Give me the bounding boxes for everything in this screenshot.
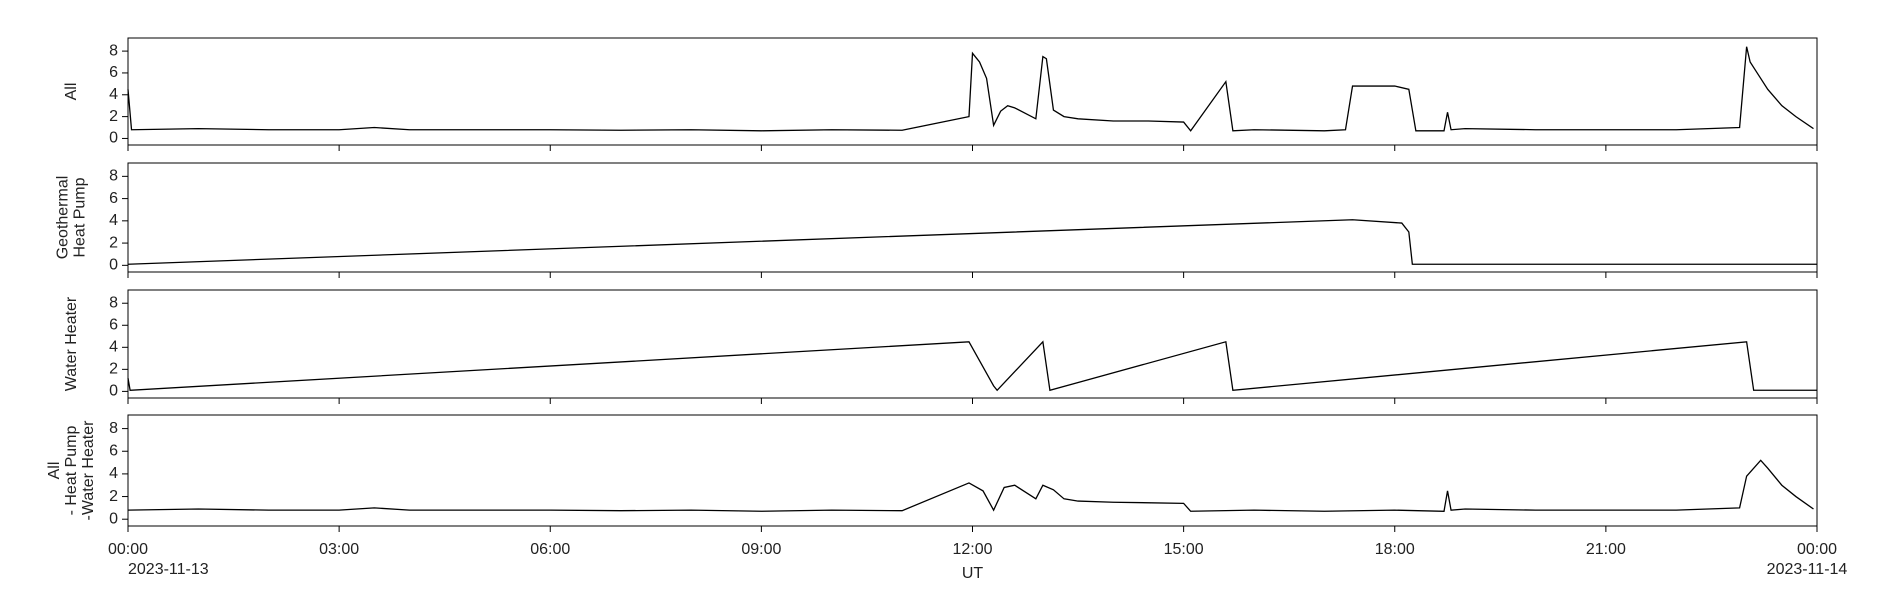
- x-tick-label: 06:00: [530, 541, 570, 558]
- y-tick-label: 8: [109, 42, 118, 59]
- x-date-label: 2023-11-13: [128, 561, 209, 578]
- y-axis-label: All: [63, 83, 80, 101]
- y-tick-label: 8: [109, 294, 118, 311]
- y-tick-label: 0: [109, 383, 118, 400]
- y-axis-label: Heat Pump: [72, 177, 89, 257]
- y-tick-label: 0: [109, 510, 118, 527]
- x-tick-label: 00:00: [1797, 541, 1837, 558]
- data-line: [127, 459, 1814, 512]
- y-tick-label: 6: [109, 190, 118, 207]
- y-tick-label: 0: [109, 130, 118, 147]
- y-tick-label: 2: [109, 361, 118, 378]
- panel-frame: [127, 414, 1818, 527]
- x-date-label: 2023-11-14: [1767, 561, 1848, 578]
- y-tick-label: 2: [109, 234, 118, 251]
- y-tick-label: 4: [109, 86, 118, 103]
- x-tick-label: 09:00: [741, 541, 781, 558]
- x-tick-label: 12:00: [952, 541, 992, 558]
- data-line: [127, 219, 1817, 265]
- y-tick-label: 4: [109, 465, 118, 482]
- y-axis-label: All: [46, 462, 63, 480]
- y-tick-label: 2: [109, 108, 118, 125]
- x-tick-label: 21:00: [1586, 541, 1626, 558]
- y-tick-label: 6: [109, 316, 118, 333]
- y-axis-label: Geothermal: [55, 176, 72, 260]
- x-tick-label: 03:00: [319, 541, 359, 558]
- y-tick-label: 4: [109, 339, 118, 356]
- y-tick-label: 4: [109, 212, 118, 229]
- x-axis-label: UT: [962, 565, 984, 582]
- data-line: [127, 340, 1817, 392]
- y-tick-label: 8: [109, 168, 118, 185]
- y-axis-label: - Heat Pump: [63, 425, 80, 515]
- y-axis-label: -Water Heater: [80, 420, 97, 521]
- x-tick-label: 18:00: [1375, 541, 1415, 558]
- x-tick-label: 15:00: [1164, 541, 1204, 558]
- panel-frame: [127, 289, 1818, 399]
- x-tick-label: 00:00: [108, 541, 148, 558]
- data-line: [127, 46, 1814, 132]
- y-tick-label: 6: [109, 64, 118, 81]
- y-axis-label: Water Heater: [63, 296, 80, 391]
- y-tick-label: 0: [109, 257, 118, 274]
- y-tick-label: 8: [109, 420, 118, 437]
- y-tick-label: 2: [109, 488, 118, 505]
- y-tick-label: 6: [109, 442, 118, 459]
